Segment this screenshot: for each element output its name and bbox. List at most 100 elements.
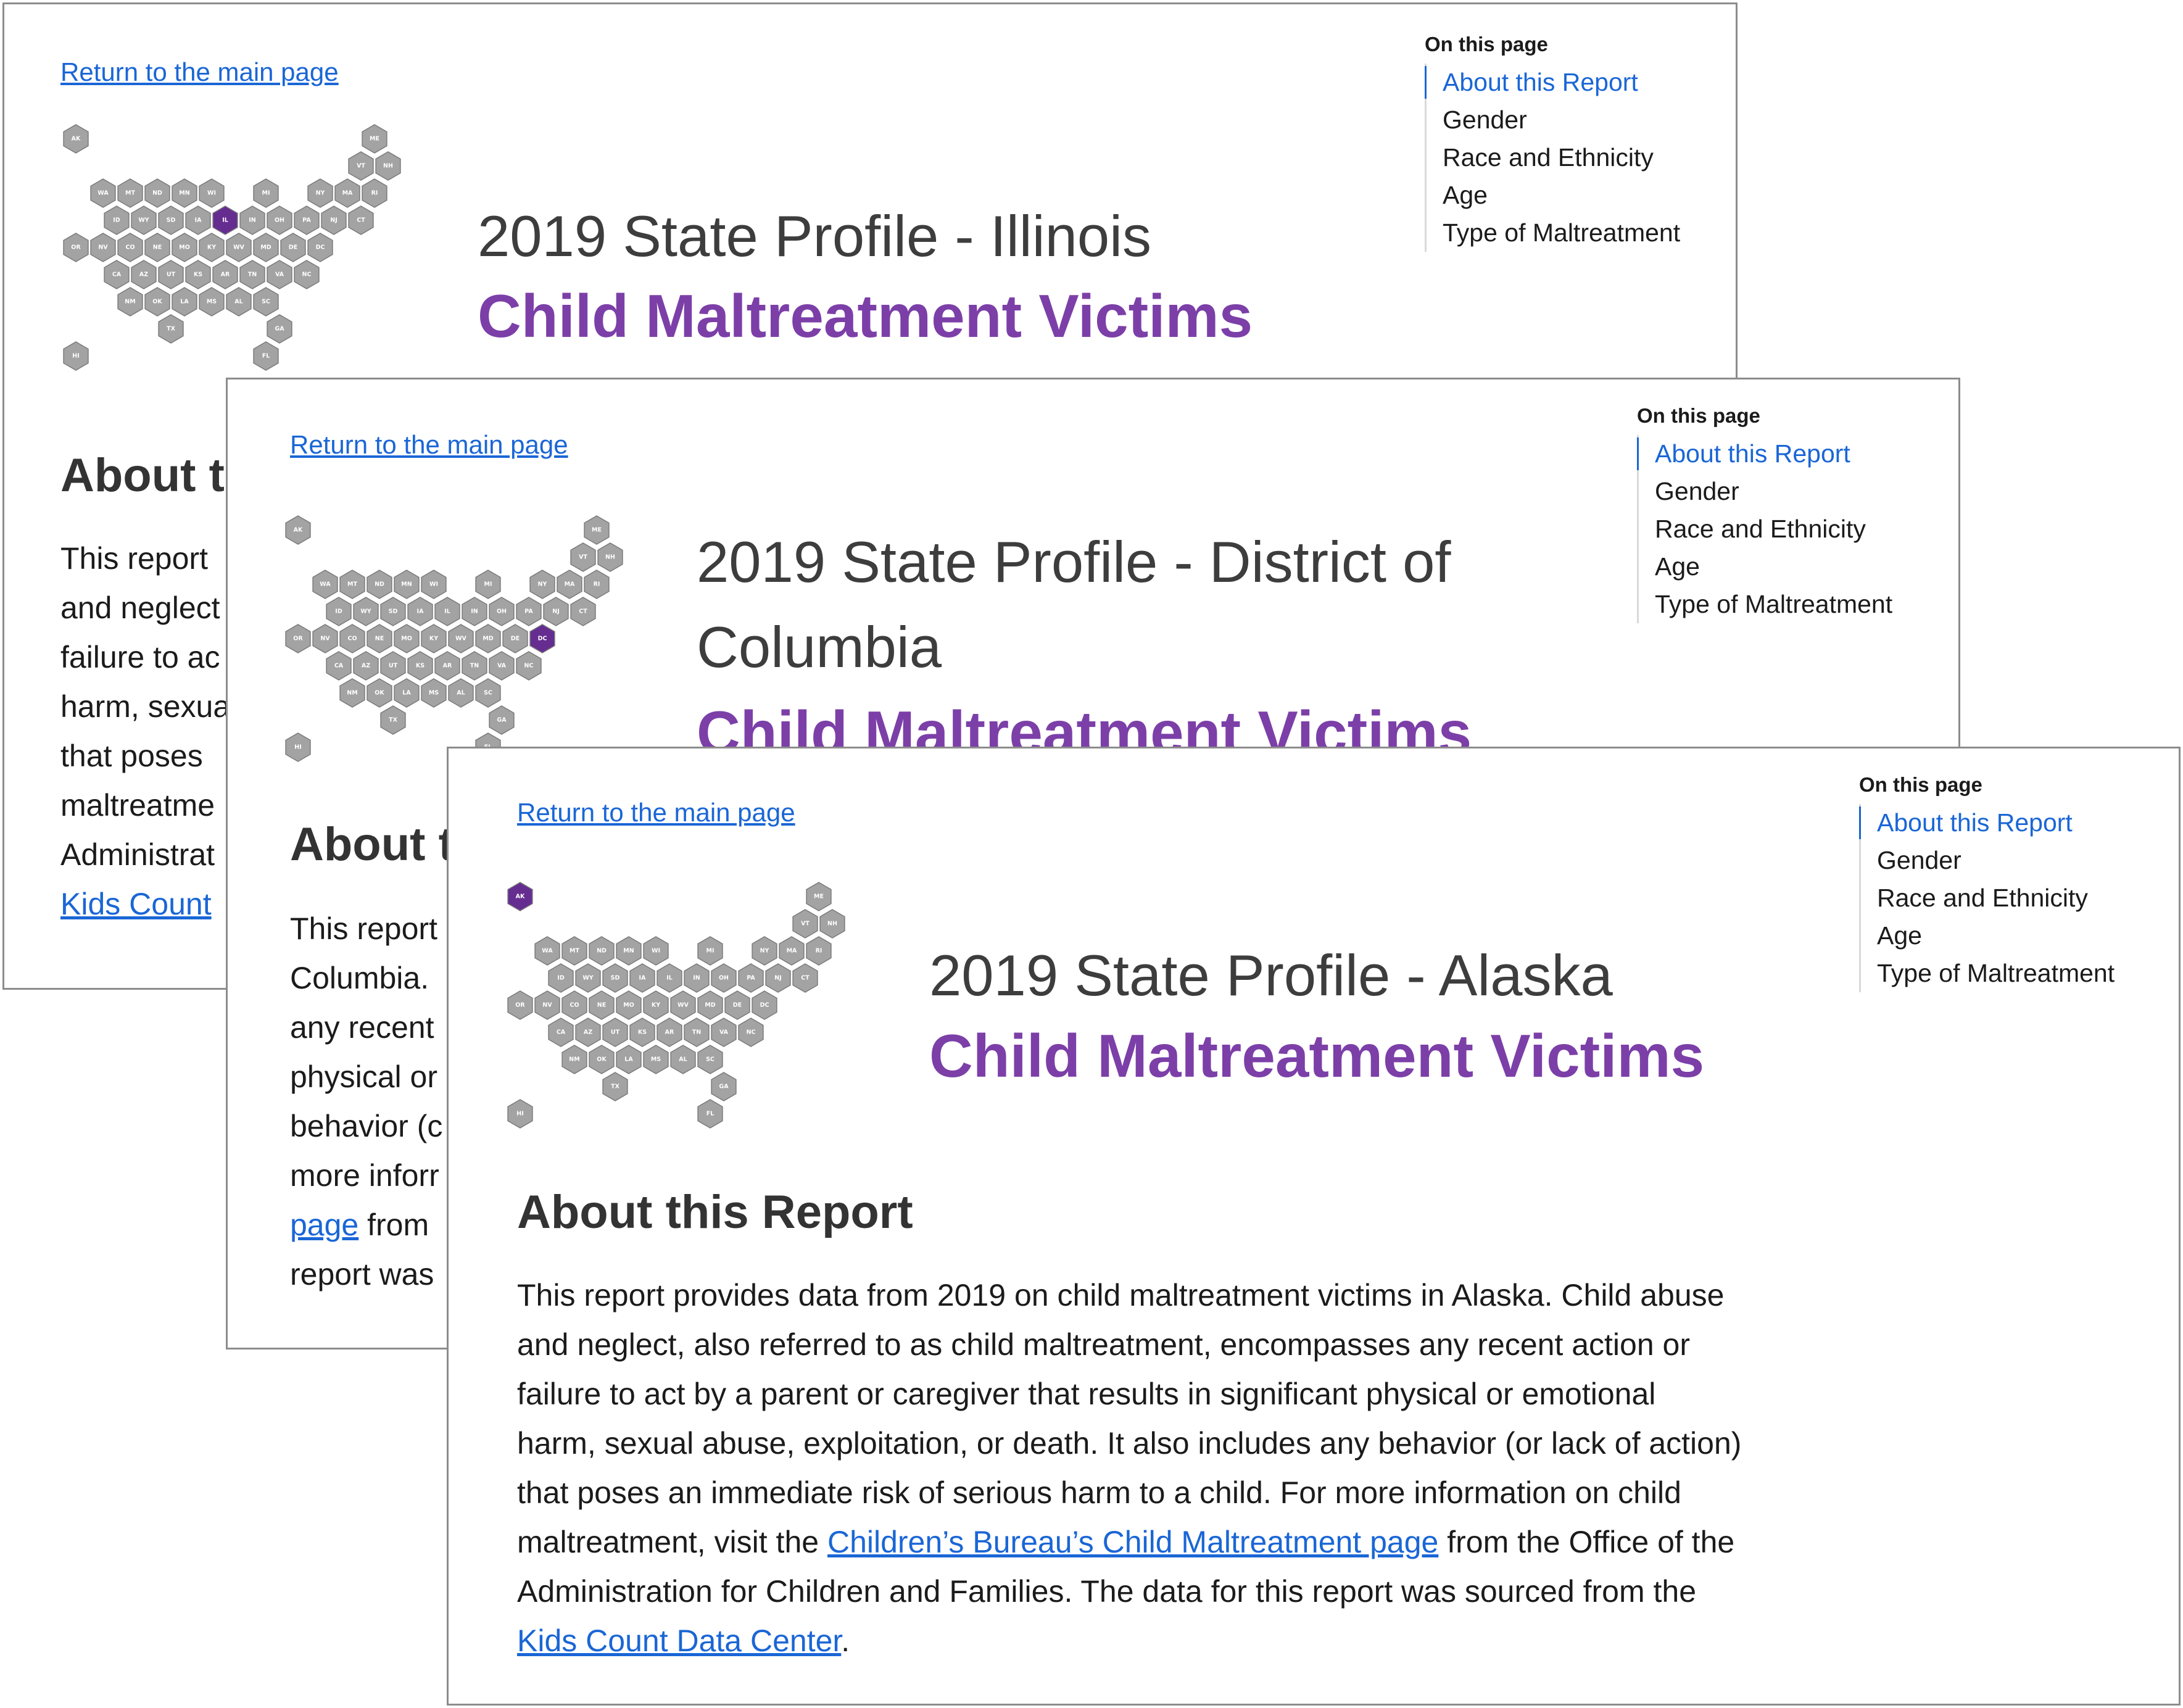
state-hex-label: MI xyxy=(706,948,715,955)
state-hex-label: FL xyxy=(706,1111,715,1117)
paragraph-line: This report provides data from 2019 on c… xyxy=(517,1278,1725,1312)
toc-item-gender[interactable]: Gender xyxy=(1655,477,1739,505)
state-hex-label: ND xyxy=(597,948,607,955)
state-hex-shape xyxy=(507,882,533,911)
state-hex-shape xyxy=(326,597,352,626)
state-hex-shape xyxy=(711,963,737,993)
child-maltreatment-page-link[interactable]: page xyxy=(290,1208,359,1242)
state-hex-shape xyxy=(267,314,292,344)
state-hex-ma: MA xyxy=(557,570,582,599)
state-hex-ky: KY xyxy=(199,233,225,262)
state-hex-label: OH xyxy=(275,217,284,224)
state-hex-me: ME xyxy=(362,124,387,154)
state-hex-mt: MT xyxy=(117,178,143,208)
state-hex-label: WI xyxy=(429,581,438,588)
childrens-bureau-link[interactable]: Children’s Bureau’s Child Maltreatment p… xyxy=(827,1525,1439,1559)
state-hex-label: DE xyxy=(289,244,297,251)
toc-item-race-ethnicity[interactable]: Race and Ethnicity xyxy=(1655,515,1866,543)
state-hex-shape xyxy=(226,233,252,262)
return-main-link[interactable]: Return to the main page xyxy=(290,430,568,459)
paragraph-line: failure to act by a parent or caregiver … xyxy=(517,1377,1656,1411)
toc-item-gender[interactable]: Gender xyxy=(1443,106,1527,134)
state-hex-shape xyxy=(144,178,170,208)
state-hex-ny: NY xyxy=(529,570,555,599)
state-hex-pa: PA xyxy=(738,963,764,993)
toc-item-race-ethnicity[interactable]: Race and Ethnicity xyxy=(1877,884,2088,912)
toc-item-about[interactable]: About this Report xyxy=(1858,804,2115,842)
toc-item-type-of-maltreatment[interactable]: Type of Maltreatment xyxy=(1655,590,1893,618)
state-hex-label: WV xyxy=(233,244,244,251)
state-hex-shape xyxy=(597,542,623,572)
state-hex-me: ME xyxy=(806,882,832,911)
state-hex-shape xyxy=(367,624,392,653)
state-hex-va: VA xyxy=(489,651,515,681)
state-hex-or: OR xyxy=(285,624,311,653)
toc-item-about[interactable]: About this Report xyxy=(1424,64,1680,101)
paragraph-line: more inforr xyxy=(290,1158,439,1193)
toc-heading: On this page xyxy=(1637,404,1760,427)
state-hex-shape xyxy=(697,990,723,1020)
state-hex-de: DE xyxy=(502,624,528,653)
state-hex-shape xyxy=(448,678,474,708)
state-hex-sc: SC xyxy=(253,287,279,317)
state-hex-label: IA xyxy=(639,975,647,982)
state-hex-sc: SC xyxy=(697,1045,723,1074)
state-hex-shape xyxy=(502,624,528,653)
toc-item-type-of-maltreatment[interactable]: Type of Maltreatment xyxy=(1877,959,2115,987)
state-hex-label: SC xyxy=(262,299,270,305)
toc-item-type-of-maltreatment[interactable]: Type of Maltreatment xyxy=(1443,218,1681,247)
state-hex-shape xyxy=(267,260,292,289)
state-hex-wi: WI xyxy=(199,178,225,208)
kids-count-link[interactable]: Kids Count Data Center xyxy=(517,1623,842,1658)
toc-item-about[interactable]: About this Report xyxy=(1636,435,1892,473)
state-hex-label: AR xyxy=(443,663,452,670)
state-hex-shape xyxy=(421,570,447,599)
state-hex-shape xyxy=(529,570,555,599)
toc-item-gender[interactable]: Gender xyxy=(1877,846,1961,874)
state-hex-label: OH xyxy=(497,608,507,615)
state-hex-shape xyxy=(407,651,433,681)
state-hex-shape xyxy=(199,287,225,317)
state-hex-az: AZ xyxy=(353,651,379,681)
state-hex-ny: NY xyxy=(752,936,777,966)
toc-item-age[interactable]: Age xyxy=(1443,181,1488,209)
paragraph-line: that poses xyxy=(60,739,203,773)
paragraph-line: report was xyxy=(290,1257,434,1291)
state-hex-shape xyxy=(407,597,433,626)
state-hex-fl: FL xyxy=(253,341,279,371)
state-hex-shape xyxy=(131,205,157,235)
toc-item-age[interactable]: Age xyxy=(1877,921,1922,950)
state-hex-il: IL xyxy=(657,963,682,993)
kids-count-link[interactable]: Kids Count xyxy=(60,887,212,921)
paragraph-line: Kids Count xyxy=(60,879,230,929)
state-hex-shape xyxy=(434,651,460,681)
state-hex-shape xyxy=(475,570,501,599)
state-hex-label: MT xyxy=(347,581,357,588)
state-hex-shape xyxy=(339,570,365,599)
paragraph-line: and neglect, also referred to as child m… xyxy=(517,1327,1691,1362)
toc-item-age[interactable]: Age xyxy=(1655,552,1700,581)
state-hex-ma: MA xyxy=(334,178,360,208)
state-hex-wv: WV xyxy=(448,624,474,653)
state-hex-label: CA xyxy=(557,1029,566,1036)
state-hex-ga: GA xyxy=(489,705,515,735)
state-hex-label: AR xyxy=(665,1029,674,1036)
state-hex-shape xyxy=(63,124,89,154)
state-hex-label: MO xyxy=(401,636,412,642)
state-hex-shape xyxy=(738,963,764,993)
toc-item-race-ethnicity[interactable]: Race and Ethnicity xyxy=(1443,143,1654,172)
about-paragraph: This report Columbia. any recent physica… xyxy=(290,904,442,1299)
state-hex-or: OR xyxy=(507,990,533,1020)
state-hex-label: OR xyxy=(515,1002,525,1009)
state-hex-label: CO xyxy=(125,244,135,251)
return-main-link[interactable]: Return to the main page xyxy=(517,798,795,827)
state-hex-label: SD xyxy=(611,975,620,982)
state-hex-shape xyxy=(362,178,387,208)
return-main-link[interactable]: Return to the main page xyxy=(60,57,339,86)
state-hex-label: WV xyxy=(455,636,466,642)
state-hex-shape xyxy=(602,1072,628,1101)
state-hex-sd: SD xyxy=(158,205,184,235)
state-hex-shape xyxy=(657,963,682,993)
state-hex-label: SC xyxy=(706,1056,715,1063)
state-hex-label: DE xyxy=(733,1002,742,1009)
